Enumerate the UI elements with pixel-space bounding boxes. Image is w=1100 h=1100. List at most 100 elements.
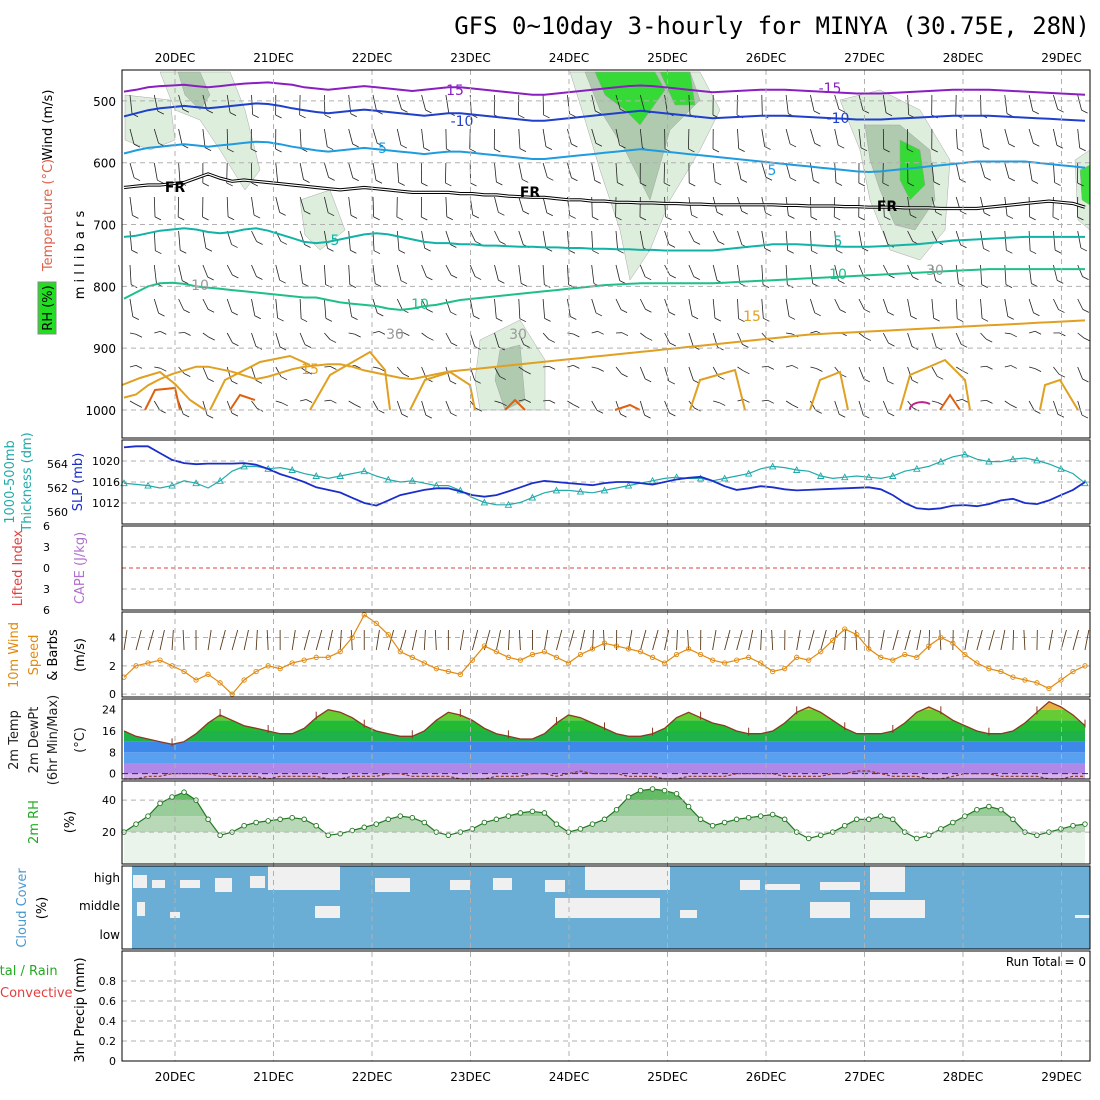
panel-frame [121, 439, 1091, 525]
cloud-clear-block [765, 884, 800, 890]
cloud-clear-block [870, 900, 925, 918]
surface-wind-barb [315, 629, 323, 651]
precip-tick-label: 0.2 [99, 1035, 117, 1048]
wind-speed-point [1082, 663, 1088, 669]
thickness-axis-label-2: Thickness (dm) [20, 432, 35, 532]
surface-wind-barb [748, 629, 754, 651]
surface-wind-barb [219, 629, 226, 651]
cloud-clear-block [555, 898, 660, 918]
surface-wind-barb [339, 629, 342, 651]
wind-speed-point [637, 649, 644, 655]
contour-label: 30 [386, 327, 404, 343]
precip-convective-label: Convective [0, 986, 73, 1001]
wind-speed-point [229, 691, 235, 697]
rh-point [866, 816, 872, 823]
surface-wind-barb [182, 629, 185, 651]
wind-speed-point [890, 657, 896, 663]
top-date-axis: 20DEC 21DEC 22DEC 23DEC 24DEC 25DEC 26DEC 27DEC… [155, 51, 1082, 65]
thickness-point [624, 481, 633, 489]
temp-axis-label: 2m Temp [7, 710, 22, 770]
rh-point [169, 794, 175, 800]
rh-point [217, 832, 223, 839]
thickness-point [792, 466, 801, 473]
li-tick-label: 6 [43, 520, 50, 533]
rh-point [974, 806, 980, 813]
panel-frame [121, 865, 1091, 950]
wind-speed-point [649, 654, 656, 660]
wind-speed-point [469, 657, 476, 663]
rh-point [757, 813, 764, 819]
surface-wind-barb [375, 629, 380, 651]
cloud-clear-block [870, 866, 905, 892]
thickness-point [1009, 455, 1017, 463]
thickness-point [336, 472, 344, 479]
li-tick-label: 3 [43, 583, 50, 596]
rh-point [613, 806, 620, 813]
rh-point [986, 803, 992, 810]
thickness-point [744, 469, 753, 477]
rh-point [1070, 822, 1076, 829]
wind10m-axis-label: 10m Wind [7, 622, 22, 688]
surface-wind-barb [171, 629, 174, 651]
rh-axis-label: RH (%) [41, 285, 56, 330]
wind-tick-label: 0 [109, 688, 116, 701]
rh-panel: 20 40 2m RH (%) [27, 786, 1090, 864]
wind-speed-point [253, 668, 259, 675]
wind-speed-point [601, 640, 608, 646]
wind-speed-point [866, 646, 872, 652]
rh-point [313, 822, 319, 829]
temperature-contour [123, 227, 1085, 252]
cloud-units-label: (%) [35, 897, 50, 920]
slp-tick-label: 1016 [92, 476, 120, 489]
bottom-date-label: 20DEC [155, 1070, 195, 1084]
rh-point [589, 821, 596, 827]
temperature-contour [1039, 378, 1079, 411]
top-date-label: 21DEC [253, 51, 293, 65]
wind-speed-point [289, 660, 295, 666]
rh-point [878, 813, 884, 819]
thickness-point [312, 472, 320, 479]
rh-point [733, 816, 740, 823]
rh-point [265, 818, 271, 824]
y-tick-label: 500 [93, 95, 116, 109]
top-date-label: 28DEC [943, 51, 983, 65]
wind-speed-line [123, 613, 1086, 696]
thickness-point [865, 473, 873, 481]
li-tick-label: 6 [43, 604, 50, 617]
surface-wind-barb [771, 629, 774, 651]
slp-tick-label: 1012 [92, 497, 120, 510]
cloud-clear-block [152, 880, 165, 888]
surface-wind-barb [808, 629, 815, 651]
rh-point [157, 800, 163, 807]
bottom-date-axis: 20DEC 21DEC 22DEC 23DEC 24DEC 25DEC 26DEC 27DEC… [155, 1070, 1082, 1084]
thickness-line [123, 453, 1086, 506]
surface-wind-barb [411, 629, 418, 651]
bottom-date-label: 27DEC [844, 1070, 884, 1084]
surface-wind-barb [880, 629, 885, 651]
surface-wind-barb [1048, 629, 1054, 651]
wind-speed-point [361, 612, 367, 618]
temp-units-label: (°C) [73, 727, 88, 753]
wind-speed-point [397, 649, 403, 655]
bottom-date-label: 28DEC [943, 1070, 983, 1084]
stability-panel: 6 3 0 3 6 Lifted Index CAPE (J/kg) [11, 520, 1090, 617]
temperature-contour [144, 386, 181, 411]
contour-label: 30 [509, 327, 527, 343]
thickness-point [768, 462, 777, 470]
y-tick-label: 600 [93, 157, 116, 171]
wind-speed-point [553, 654, 560, 660]
rh-point [205, 816, 211, 823]
surface-wind-barb [423, 629, 426, 651]
contour-label: -5 [373, 141, 387, 157]
wind-speed-point [818, 649, 824, 655]
wind-speed-point [685, 646, 692, 652]
wind-speed-point [205, 671, 211, 677]
thickness-point [648, 476, 657, 484]
rh-point [493, 816, 500, 823]
top-date-label: 20DEC [155, 51, 195, 65]
rh-point [673, 791, 680, 797]
panel-frame [121, 525, 1091, 611]
surface-wind-barb [820, 629, 827, 651]
li-tick-label: 0 [43, 562, 50, 575]
